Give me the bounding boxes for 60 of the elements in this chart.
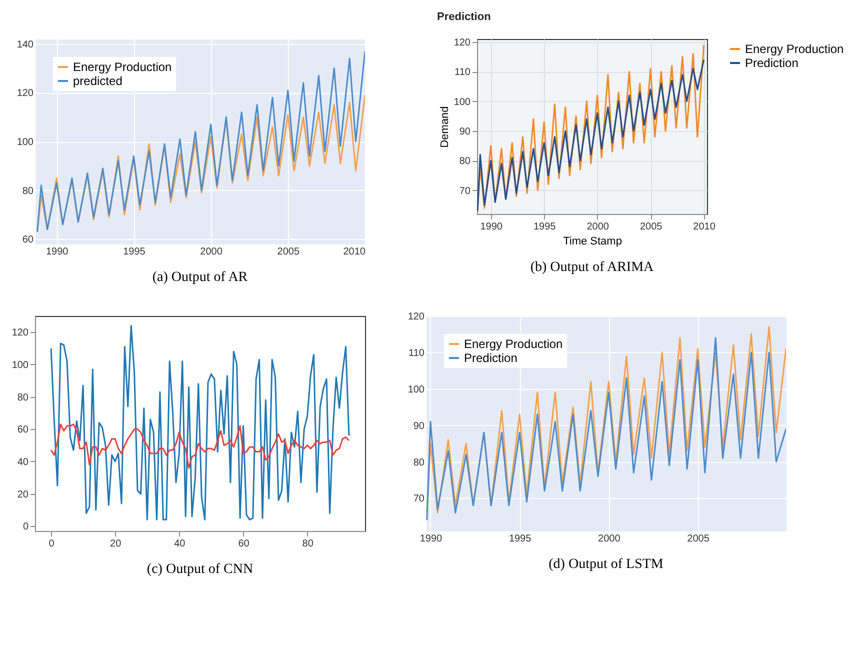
x-tick-label: 80 [302, 538, 314, 550]
y-tick-label: 90 [459, 126, 471, 138]
y-tick-label: 120 [454, 37, 471, 48]
x-tick-label: 2005 [640, 222, 663, 232]
legend-label: Energy Production [464, 337, 563, 351]
x-tick-label: 2000 [586, 222, 610, 232]
y-tick-label: 40 [17, 456, 29, 468]
y-tick-label: 140 [16, 39, 34, 50]
x-tick-label: 1990 [480, 222, 503, 232]
line-series [36, 94, 365, 233]
y-tick-label: 120 [16, 88, 34, 100]
x-tick-label: 0 [48, 538, 55, 550]
x-tick-label: 1990 [46, 246, 69, 258]
x-tick-label: 40 [174, 538, 186, 550]
legend-label: Energy Production [745, 42, 844, 56]
text: (a) Output of AR [152, 270, 248, 285]
line-series [50, 424, 350, 469]
y-tick-label: 70 [459, 186, 471, 197]
x-tick-label: 1995 [123, 246, 146, 258]
y-tick-label: 80 [459, 156, 471, 168]
x-tick-label: 1995 [533, 222, 556, 232]
legend-label: Energy Production [73, 60, 172, 74]
y-tick-label: 100 [454, 96, 471, 108]
y-tick-label: 100 [12, 360, 29, 371]
y-axis-title: Demand [438, 106, 451, 148]
line-series [50, 324, 350, 520]
y-tick-label: 90 [413, 420, 425, 432]
y-tick-label: 60 [22, 234, 34, 246]
x-tick-label: 2005 [277, 246, 300, 258]
y-tick-label: 120 [408, 312, 425, 322]
text: (d) Output of LSTM [548, 557, 664, 572]
x-tick-label: 60 [238, 538, 250, 550]
line-series [36, 50, 365, 233]
x-tick-label: 2000 [200, 246, 223, 258]
legend-label: predicted [73, 74, 122, 88]
legend-label: Prediction [464, 351, 518, 365]
x-tick-label: 1990 [420, 534, 443, 544]
text: (b) Output of ARIMA [530, 260, 655, 275]
y-tick-label: 80 [17, 392, 29, 404]
y-tick-label: 80 [22, 186, 34, 197]
y-tick-label: 60 [17, 424, 29, 436]
y-tick-label: 120 [12, 328, 29, 339]
x-tick-label: 20 [110, 538, 122, 550]
y-tick-label: 100 [16, 137, 34, 148]
x-tick-label: 2010 [343, 246, 366, 258]
x-tick-label: 1995 [508, 534, 532, 544]
legend-label: Prediction [745, 56, 798, 70]
x-tick-label: 2000 [598, 534, 621, 544]
y-tick-label: 80 [413, 457, 425, 468]
x-tick-label: 2010 [693, 222, 716, 232]
text: (c) Output of CNN [146, 562, 254, 577]
x-axis-title: Time Stamp [563, 236, 622, 248]
x-tick-label: 2005 [687, 534, 710, 544]
y-tick-label: 0 [22, 522, 29, 533]
y-tick-label: 70 [413, 494, 425, 505]
y-tick-label: 110 [454, 67, 471, 78]
y-tick-label: 110 [408, 348, 425, 359]
y-tick-label: 100 [408, 384, 425, 396]
chart-title: Prediction [437, 11, 492, 23]
y-tick-label: 20 [17, 489, 29, 500]
